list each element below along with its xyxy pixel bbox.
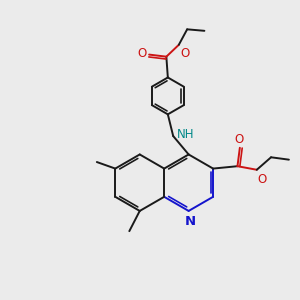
Text: N: N bbox=[184, 215, 196, 228]
Text: O: O bbox=[137, 47, 147, 60]
Text: O: O bbox=[258, 173, 267, 186]
Text: NH: NH bbox=[177, 128, 194, 141]
Text: O: O bbox=[235, 133, 244, 146]
Text: O: O bbox=[181, 46, 190, 60]
